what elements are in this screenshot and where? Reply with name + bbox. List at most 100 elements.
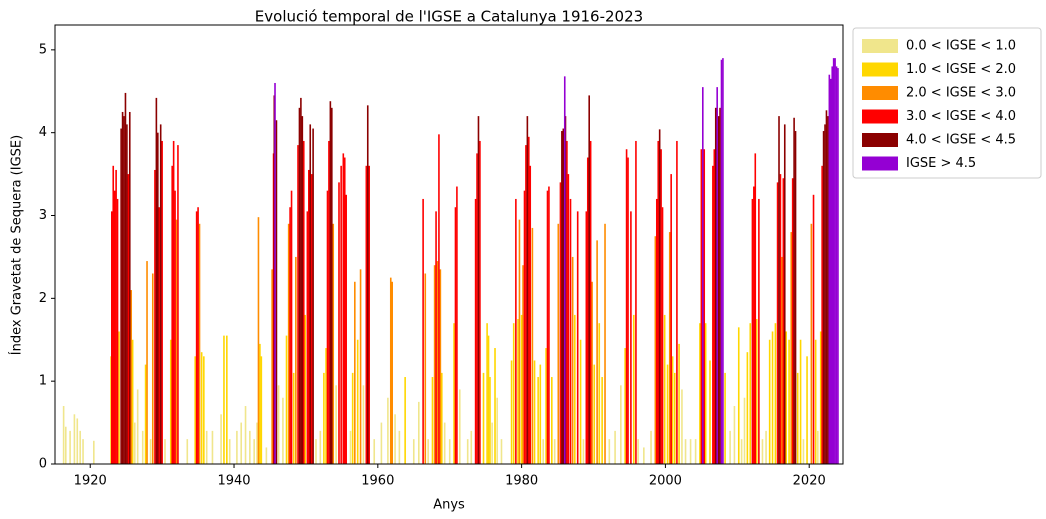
- bar: [713, 149, 716, 464]
- bar: [643, 447, 645, 464]
- bar: [171, 165, 173, 464]
- bar: [159, 124, 162, 464]
- bar: [458, 389, 461, 464]
- bar: [326, 190, 329, 464]
- bar: [832, 58, 835, 464]
- bar: [328, 140, 330, 464]
- bar: [113, 190, 116, 464]
- bar: [149, 439, 152, 464]
- bar: [373, 439, 376, 464]
- bar: [781, 256, 783, 464]
- bar: [793, 117, 795, 465]
- bar: [157, 132, 159, 464]
- bar: [593, 364, 596, 464]
- legend-swatch: [862, 39, 898, 53]
- legend-swatch: [862, 109, 898, 124]
- bar: [304, 314, 307, 464]
- bar: [164, 439, 166, 464]
- bar: [146, 261, 148, 464]
- bar: [110, 211, 113, 464]
- bar: [257, 217, 260, 464]
- bar: [733, 406, 736, 464]
- bar: [758, 198, 760, 464]
- bar: [666, 364, 669, 464]
- bar: [791, 178, 794, 465]
- bar: [123, 116, 125, 464]
- bar: [749, 323, 752, 464]
- bar: [701, 87, 704, 464]
- bar: [307, 169, 310, 465]
- bar: [394, 414, 396, 464]
- bar: [704, 323, 707, 464]
- bar: [297, 145, 299, 465]
- bar: [436, 261, 439, 464]
- bar: [118, 331, 120, 464]
- bar: [448, 439, 451, 464]
- bar: [332, 223, 335, 464]
- bar: [76, 418, 79, 464]
- bar: [542, 439, 544, 464]
- bar: [389, 277, 392, 464]
- bar: [625, 149, 628, 464]
- bar: [799, 339, 802, 464]
- bar: [489, 377, 491, 464]
- y-tick-label: 5: [39, 42, 47, 57]
- bar: [200, 352, 203, 464]
- bar: [557, 223, 560, 464]
- bar: [553, 439, 556, 464]
- bar: [476, 153, 478, 465]
- bar: [658, 129, 661, 465]
- bar: [197, 207, 199, 464]
- bar: [831, 66, 834, 464]
- bar: [601, 377, 603, 464]
- bar: [315, 439, 317, 464]
- bar: [249, 430, 251, 464]
- bar: [819, 331, 822, 464]
- bar: [323, 372, 325, 464]
- bar: [512, 323, 515, 464]
- legend-label: IGSE > 4.5: [906, 156, 976, 171]
- bar: [174, 190, 176, 464]
- bar: [295, 256, 297, 464]
- bar: [260, 356, 263, 464]
- legend-swatch: [862, 62, 898, 77]
- x-tick-label: 1960: [361, 474, 394, 489]
- bar: [136, 389, 139, 464]
- bar: [253, 439, 255, 464]
- bar: [141, 430, 144, 464]
- bar: [479, 140, 481, 464]
- bar: [561, 131, 563, 464]
- x-tick-label: 2020: [793, 474, 826, 489]
- bar: [765, 430, 767, 464]
- bar: [494, 348, 496, 464]
- bar: [689, 439, 692, 464]
- bar: [814, 339, 817, 464]
- bar: [441, 372, 443, 464]
- bar: [126, 124, 128, 464]
- bar: [338, 182, 340, 464]
- bar: [834, 58, 836, 464]
- bar: [226, 335, 228, 464]
- bar: [387, 397, 389, 464]
- bar: [737, 327, 740, 464]
- bar: [785, 331, 788, 464]
- bar: [380, 422, 383, 464]
- bar: [365, 165, 368, 464]
- bar: [694, 439, 697, 464]
- bar: [287, 223, 290, 464]
- y-tick-label: 0: [39, 457, 47, 472]
- y-tick-label: 3: [39, 208, 47, 223]
- bar: [657, 140, 660, 464]
- bar: [194, 356, 197, 464]
- bar: [205, 430, 208, 464]
- bar: [563, 76, 566, 465]
- bar: [802, 439, 805, 464]
- bar: [345, 194, 347, 464]
- bar: [837, 68, 839, 464]
- bar: [310, 174, 313, 464]
- bar: [265, 447, 268, 464]
- legend-label: 4.0 < IGSE < 4.5: [906, 133, 1016, 148]
- bar: [154, 169, 156, 465]
- bar: [526, 116, 529, 464]
